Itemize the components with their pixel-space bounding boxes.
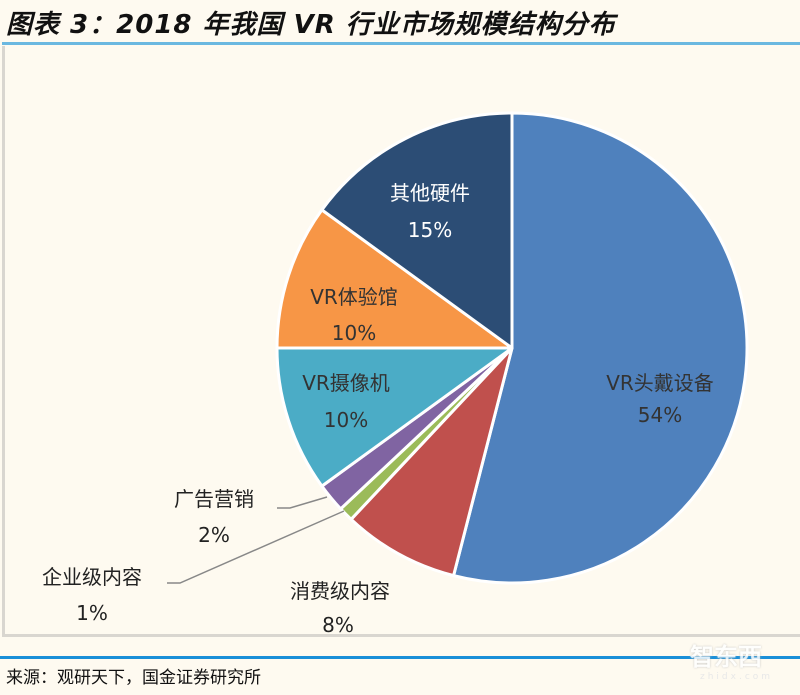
value-other-hardware: 15% bbox=[408, 218, 452, 242]
value-vr-experience: 10% bbox=[332, 321, 376, 345]
leader-line-enterprise bbox=[167, 510, 345, 584]
value-headset: 54% bbox=[638, 403, 682, 427]
watermark-url: zhidx.com bbox=[700, 672, 774, 682]
value-consumer-content: 8% bbox=[322, 613, 354, 637]
value-advertising: 2% bbox=[198, 523, 230, 547]
pie-slice-6 bbox=[320, 111, 514, 350]
source-divider bbox=[0, 656, 800, 659]
slice-labels: VR头戴设备 54% 消费级内容 8% 企业级内容 1% 广告营销 2% VR摄… bbox=[42, 181, 714, 637]
label-consumer-content: 消费级内容 bbox=[290, 579, 390, 603]
source-note: 来源：观研天下，国金证券研究所 bbox=[6, 668, 261, 688]
chart-frame bbox=[2, 46, 800, 637]
chart-title: 图表 3：2018 年我国 VR 行业市场规模结构分布 bbox=[6, 10, 616, 40]
watermark-logo: 智东西 bbox=[690, 643, 762, 671]
pie-slice-5 bbox=[275, 208, 514, 350]
leader-line-ad bbox=[277, 496, 328, 509]
label-enterprise-content: 企业级内容 bbox=[42, 565, 142, 589]
pie-slice-4 bbox=[275, 346, 514, 488]
label-advertising: 广告营销 bbox=[174, 487, 254, 511]
pie-slices bbox=[275, 111, 749, 585]
label-vr-camera: VR摄像机 bbox=[302, 371, 390, 395]
label-other-hardware: 其他硬件 bbox=[390, 181, 470, 205]
pie-slice-0 bbox=[452, 111, 749, 585]
leader-lines bbox=[167, 496, 345, 584]
pie-slice-1 bbox=[349, 346, 514, 578]
chart-frame-top bbox=[2, 42, 800, 658]
label-vr-experience: VR体验馆 bbox=[310, 285, 398, 309]
value-enterprise-content: 1% bbox=[76, 601, 108, 625]
label-headset: VR头戴设备 bbox=[606, 371, 714, 395]
value-vr-camera: 10% bbox=[324, 408, 368, 432]
